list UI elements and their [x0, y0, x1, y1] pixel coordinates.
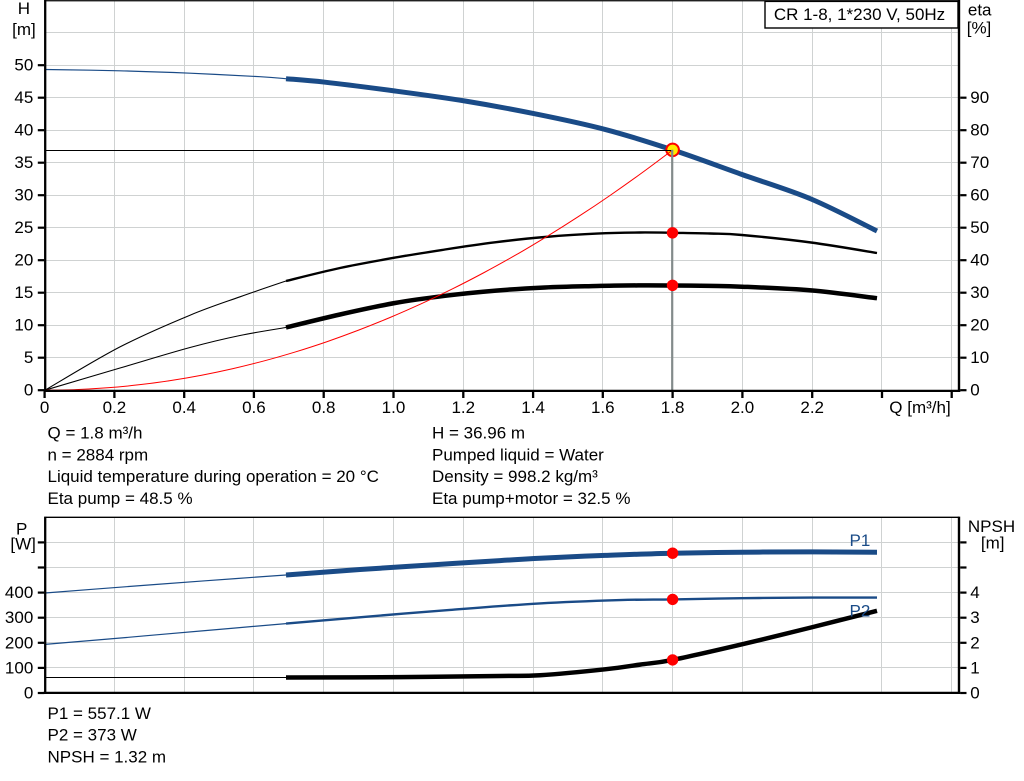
- svg-text:0.4: 0.4: [172, 398, 196, 417]
- svg-text:10: 10: [970, 348, 989, 367]
- svg-text:2.2: 2.2: [800, 398, 824, 417]
- svg-text:1.2: 1.2: [451, 398, 475, 417]
- svg-text:35: 35: [14, 153, 33, 172]
- svg-text:0: 0: [970, 381, 979, 400]
- svg-text:0: 0: [24, 684, 33, 703]
- svg-text:P2: P2: [850, 601, 871, 620]
- svg-text:50: 50: [970, 218, 989, 237]
- svg-text:15: 15: [14, 283, 33, 302]
- svg-text:eta: eta: [968, 1, 992, 20]
- svg-text:0.2: 0.2: [103, 398, 127, 417]
- svg-text:2.0: 2.0: [731, 398, 755, 417]
- svg-text:Liquid temperature during oper: Liquid temperature during operation = 20…: [48, 467, 379, 486]
- svg-text:Eta pump = 48.5 %: Eta pump = 48.5 %: [48, 489, 193, 508]
- svg-text:Q [m³/h]: Q [m³/h]: [889, 398, 950, 417]
- svg-text:400: 400: [5, 583, 33, 602]
- svg-text:0: 0: [970, 684, 979, 703]
- svg-text:1.0: 1.0: [382, 398, 406, 417]
- svg-text:30: 30: [970, 283, 989, 302]
- svg-text:P: P: [16, 519, 27, 538]
- svg-text:1.8: 1.8: [661, 398, 685, 417]
- svg-text:30: 30: [14, 186, 33, 205]
- svg-text:60: 60: [970, 186, 989, 205]
- svg-text:0.6: 0.6: [242, 398, 266, 417]
- svg-text:3: 3: [970, 608, 979, 627]
- svg-text:[m]: [m]: [12, 20, 36, 39]
- svg-text:25: 25: [14, 218, 33, 237]
- svg-text:20: 20: [970, 316, 989, 335]
- svg-text:[W]: [W]: [10, 535, 36, 554]
- svg-text:45: 45: [14, 88, 33, 107]
- svg-text:50: 50: [14, 56, 33, 75]
- svg-text:40: 40: [970, 251, 989, 270]
- svg-text:n = 2884 rpm: n = 2884 rpm: [48, 445, 149, 464]
- svg-text:10: 10: [14, 316, 33, 335]
- svg-text:Q = 1.8 m³/h: Q = 1.8 m³/h: [48, 424, 143, 443]
- svg-text:2: 2: [970, 633, 979, 652]
- svg-text:0.8: 0.8: [312, 398, 336, 417]
- svg-text:1: 1: [970, 658, 979, 677]
- svg-text:H = 36.96 m: H = 36.96 m: [432, 424, 525, 443]
- svg-text:100: 100: [5, 658, 33, 677]
- svg-text:Eta pump+motor = 32.5 %: Eta pump+motor = 32.5 %: [432, 489, 630, 508]
- svg-text:NPSH = 1.32 m: NPSH = 1.32 m: [48, 747, 167, 766]
- svg-text:P1 = 557.1 W: P1 = 557.1 W: [48, 704, 151, 723]
- svg-text:1.6: 1.6: [591, 398, 615, 417]
- svg-text:20: 20: [14, 251, 33, 270]
- svg-text:H: H: [18, 0, 30, 18]
- svg-text:CR 1-8, 1*230 V, 50Hz: CR 1-8, 1*230 V, 50Hz: [774, 5, 945, 24]
- svg-text:[%]: [%]: [967, 18, 992, 37]
- svg-text:80: 80: [970, 121, 989, 140]
- svg-text:Pumped liquid = Water: Pumped liquid = Water: [432, 445, 604, 464]
- svg-text:90: 90: [970, 88, 989, 107]
- svg-text:P2 = 373 W: P2 = 373 W: [48, 726, 137, 745]
- svg-text:0: 0: [24, 381, 33, 400]
- svg-text:NPSH: NPSH: [968, 517, 1015, 536]
- svg-text:P1: P1: [850, 531, 871, 550]
- svg-text:1.4: 1.4: [521, 398, 545, 417]
- svg-text:200: 200: [5, 633, 33, 652]
- svg-text:[m]: [m]: [981, 533, 1005, 552]
- svg-text:300: 300: [5, 608, 33, 627]
- svg-text:5: 5: [24, 348, 33, 367]
- svg-text:70: 70: [970, 153, 989, 172]
- svg-text:40: 40: [14, 121, 33, 140]
- svg-text:4: 4: [970, 583, 979, 602]
- svg-text:Density = 998.2 kg/m³: Density = 998.2 kg/m³: [432, 467, 598, 486]
- svg-text:0: 0: [40, 398, 49, 417]
